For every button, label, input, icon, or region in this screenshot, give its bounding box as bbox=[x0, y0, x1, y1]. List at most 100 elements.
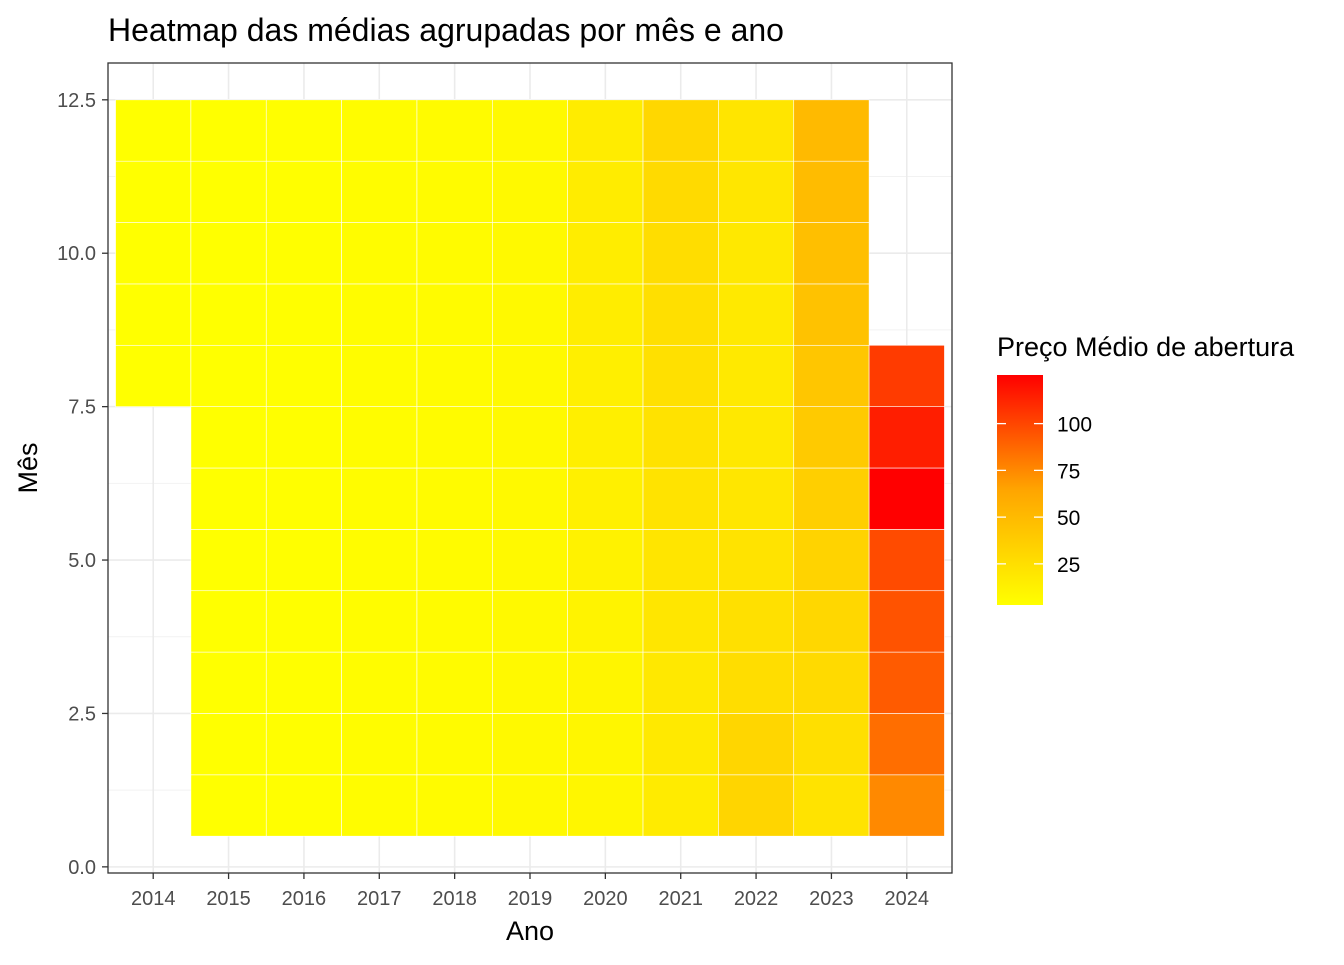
heatmap-cell bbox=[115, 160, 192, 223]
chart-title: Heatmap das médias agrupadas por mês e a… bbox=[108, 12, 784, 48]
heatmap-cell bbox=[793, 467, 870, 530]
heatmap-cell bbox=[416, 651, 493, 714]
heatmap-cell bbox=[567, 283, 644, 346]
heatmap-cell bbox=[718, 529, 795, 592]
heatmap-cell bbox=[567, 99, 644, 162]
heatmap-cell bbox=[793, 713, 870, 776]
heatmap-cell bbox=[265, 529, 342, 592]
heatmap-cell bbox=[341, 283, 418, 346]
heatmap-cell bbox=[868, 344, 945, 407]
heatmap-cell bbox=[718, 590, 795, 653]
heatmap-cell bbox=[492, 529, 568, 592]
heatmap-cell bbox=[492, 590, 568, 653]
heatmap-cell bbox=[793, 406, 870, 469]
legend-tick-label: 25 bbox=[1057, 554, 1080, 577]
heatmap-cell bbox=[265, 774, 342, 837]
heatmap-tiles bbox=[115, 99, 945, 837]
heatmap-cell bbox=[190, 467, 267, 530]
heatmap-cell bbox=[416, 99, 493, 162]
heatmap-cell bbox=[341, 529, 418, 592]
heatmap-cell bbox=[642, 467, 719, 530]
x-tick-label: 2023 bbox=[809, 888, 854, 910]
heatmap-cell bbox=[793, 774, 870, 837]
heatmap-cell bbox=[190, 99, 267, 162]
heatmap-cell bbox=[341, 651, 418, 714]
heatmap-cell bbox=[190, 529, 267, 592]
x-tick-label: 2016 bbox=[282, 888, 327, 910]
heatmap-cell bbox=[718, 344, 795, 407]
heatmap-cell bbox=[416, 283, 493, 346]
heatmap-cell bbox=[190, 774, 267, 837]
heatmap-cell bbox=[642, 406, 719, 469]
heatmap-cell bbox=[868, 590, 945, 653]
heatmap-cell bbox=[265, 99, 342, 162]
y-tick-label: 7.5 bbox=[68, 397, 96, 419]
heatmap-cell bbox=[793, 344, 870, 407]
heatmap-cell bbox=[793, 160, 870, 223]
heatmap-cell bbox=[793, 99, 870, 162]
heatmap-cell bbox=[718, 467, 795, 530]
heatmap-cell bbox=[567, 467, 644, 530]
heatmap-cell bbox=[416, 467, 493, 530]
heatmap-cell bbox=[567, 406, 644, 469]
x-tick-label: 2015 bbox=[206, 888, 251, 910]
legend-ticks: 25 50 75 100 bbox=[997, 414, 1092, 577]
heatmap-cell bbox=[190, 283, 267, 346]
heatmap-cell bbox=[642, 774, 719, 837]
heatmap-cell bbox=[341, 713, 418, 776]
heatmap-cell bbox=[868, 713, 945, 776]
heatmap-cell bbox=[718, 651, 795, 714]
legend-tick-label: 50 bbox=[1057, 507, 1080, 530]
heatmap-cell bbox=[642, 344, 719, 407]
heatmap-cell bbox=[642, 713, 719, 776]
heatmap-cell bbox=[492, 406, 568, 469]
heatmap-cell bbox=[793, 529, 870, 592]
x-tick-label: 2017 bbox=[357, 888, 402, 910]
heatmap-cell bbox=[265, 713, 342, 776]
y-axis: 0.0 2.5 5.0 7.5 10.0 12.5 bbox=[57, 90, 108, 879]
heatmap-cell bbox=[793, 651, 870, 714]
heatmap-cell bbox=[868, 529, 945, 592]
heatmap-cell bbox=[567, 222, 644, 285]
heatmap-cell bbox=[492, 713, 568, 776]
heatmap-cell bbox=[265, 283, 342, 346]
heatmap-cell bbox=[492, 222, 568, 285]
heatmap-cell bbox=[190, 344, 267, 407]
heatmap-cell bbox=[265, 344, 342, 407]
legend-tick-label: 75 bbox=[1057, 460, 1080, 483]
heatmap-cell bbox=[793, 283, 870, 346]
heatmap-cell bbox=[341, 222, 418, 285]
heatmap-cell bbox=[492, 344, 568, 407]
heatmap-cell bbox=[190, 590, 267, 653]
legend-colorbar bbox=[997, 375, 1043, 605]
heatmap-cell bbox=[642, 529, 719, 592]
heatmap-cell bbox=[190, 160, 267, 223]
heatmap-cell bbox=[642, 283, 719, 346]
x-tick-label: 2021 bbox=[658, 888, 703, 910]
heatmap-cell bbox=[793, 590, 870, 653]
heatmap-cell bbox=[567, 774, 644, 837]
heatmap-cell bbox=[567, 529, 644, 592]
heatmap-cell bbox=[341, 99, 418, 162]
x-tick-label: 2020 bbox=[583, 888, 628, 910]
heatmap-cell bbox=[341, 344, 418, 407]
heatmap-cell bbox=[492, 467, 568, 530]
heatmap-cell bbox=[718, 406, 795, 469]
x-tick-label: 2019 bbox=[508, 888, 553, 910]
y-tick-label: 5.0 bbox=[68, 550, 96, 572]
heatmap-cell bbox=[492, 651, 568, 714]
heatmap-cell bbox=[265, 222, 342, 285]
heatmap-cell bbox=[567, 651, 644, 714]
y-axis-label: Mês bbox=[13, 442, 43, 493]
heatmap-cell bbox=[265, 160, 342, 223]
heatmap-cell bbox=[492, 99, 568, 162]
x-tick-label: 2014 bbox=[131, 888, 176, 910]
heatmap-cell bbox=[416, 529, 493, 592]
heatmap-cell bbox=[416, 344, 493, 407]
heatmap-cell bbox=[492, 774, 568, 837]
heatmap-cell bbox=[868, 406, 945, 469]
heatmap-cell bbox=[718, 160, 795, 223]
legend-title: Preço Médio de abertura bbox=[997, 332, 1295, 362]
heatmap-cell bbox=[868, 774, 945, 837]
heatmap-cell bbox=[416, 713, 493, 776]
